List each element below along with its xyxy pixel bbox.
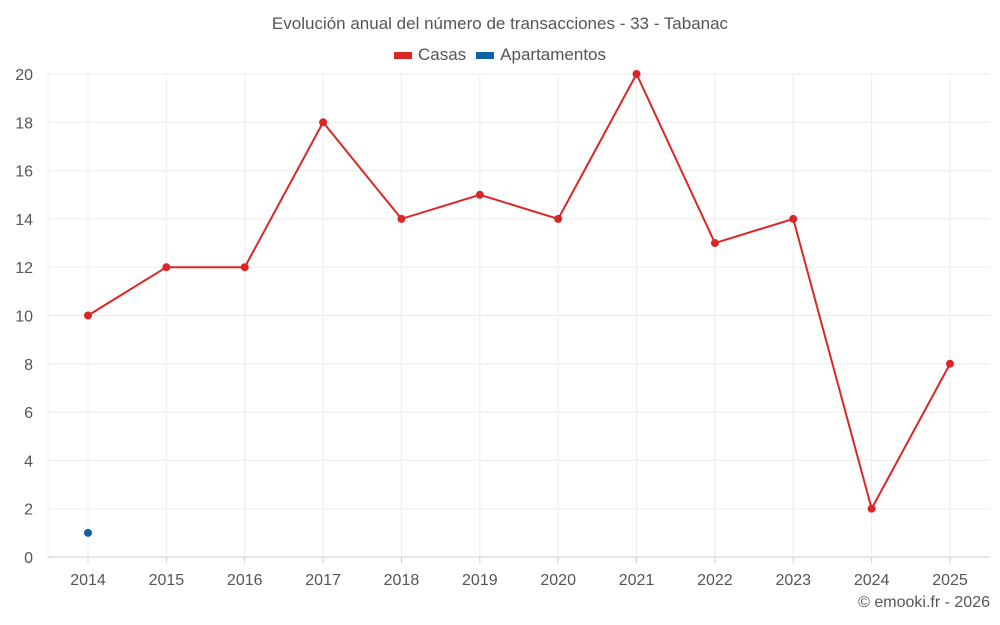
y-tick-label: 6 [24,405,33,422]
legend: Casas Apartamentos [0,45,1000,65]
legend-label-casas: Casas [417,45,467,64]
data-point-casas [632,70,641,78]
data-point-casas [946,359,954,368]
y-tick-label: 14 [15,212,33,229]
x-tick-label: 2018 [384,572,420,589]
x-tick-label: 2017 [305,572,341,589]
data-point-casas [162,263,171,272]
data-point-casas [789,214,798,223]
x-tick-label: 2022 [697,572,733,589]
x-tick-label: 2014 [70,572,106,589]
data-point-casas [867,504,876,513]
x-tick-label: 2021 [619,572,655,589]
y-tick-label: 18 [15,115,33,132]
data-point-casas [84,311,92,320]
data-point-casas [397,214,406,223]
x-tick-label: 2023 [775,572,811,589]
y-tick-label: 20 [15,67,33,84]
credit: © emooki.fr - 2026 [858,594,990,611]
legend-item-casas[interactable]: Casas [393,45,467,65]
data-point-casas [554,214,563,223]
x-tick-label: 2015 [149,572,185,589]
y-tick-label: 8 [24,357,33,374]
y-tick-label: 12 [15,260,33,277]
y-tick-label: 4 [24,453,33,470]
legend-swatch-apartamentos [476,51,495,59]
data-point-apartamentos [84,528,92,537]
data-point-casas [710,239,719,248]
y-tick-label: 2 [24,502,33,519]
x-tick-label: 2016 [227,572,263,589]
data-point-casas [240,263,249,272]
x-tick-label: 2019 [462,572,498,589]
y-tick-label: 10 [15,309,33,326]
x-tick-label: 2025 [932,572,968,589]
data-point-casas [475,190,484,199]
y-tick-label: 16 [15,164,33,181]
chart-title: Evolución anual del número de transaccio… [271,14,729,33]
legend-swatch-casas [393,51,412,59]
legend-label-apartamentos: Apartamentos [500,45,607,64]
x-tick-label: 2020 [540,572,576,589]
series-line-casas [87,71,951,512]
y-tick-label: 0 [24,550,33,567]
x-tick-label: 2024 [854,572,890,589]
data-point-casas [319,118,328,127]
legend-item-apartamentos[interactable]: Apartamentos [476,45,606,65]
